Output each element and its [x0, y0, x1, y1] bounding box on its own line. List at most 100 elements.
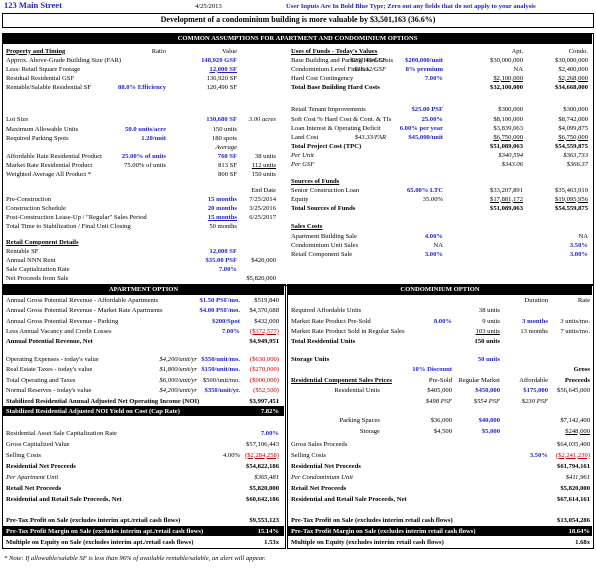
- cell-value: $3,997,451: [249, 397, 279, 405]
- row-label: Sales Costs: [291, 222, 323, 230]
- cell-value: $13,054,286: [557, 516, 590, 524]
- cell-value: 180 spots: [211, 134, 237, 142]
- cell-value: 813 SF: [218, 161, 237, 169]
- cell-value: $60,642,186: [246, 495, 279, 503]
- row-label: Selling Costs: [6, 451, 41, 459]
- cell-value: $54,559,875: [555, 142, 588, 150]
- cell-value: $201.45/GSF: [350, 56, 386, 64]
- cell-value: Average: [215, 143, 237, 151]
- row-label: Pre-Tax Profit on Sale (excludes interim…: [6, 516, 181, 524]
- cell-value: 6.00% per year: [399, 124, 443, 132]
- row-label: Storage: [359, 427, 380, 435]
- cell-value: $420,000: [251, 256, 276, 264]
- row-label: Annual Gross Potential Revenue - Parking: [6, 317, 119, 325]
- row-label: Multiple on Equity (excludes interim ret…: [291, 538, 444, 546]
- cell-value: 1.53x: [264, 538, 279, 546]
- row-label: Lot Size: [6, 115, 29, 123]
- cell-value: $9,553,123: [249, 516, 279, 524]
- row-label: Residential Net Proceeds: [6, 462, 76, 470]
- row-label: Rentable/Salable Residential SF: [6, 83, 91, 91]
- row-label: Total Base Building Hard Costs: [291, 83, 380, 91]
- row-label: Loan Interest & Operating Deficit: [291, 124, 381, 132]
- cell-value: $1,800/unit/yr: [159, 365, 197, 373]
- row-label: Less Annual Vacancy and Credit Losses: [6, 327, 112, 335]
- cell-value: $175,000: [523, 386, 548, 394]
- row-label: Operating Expenses - today's value: [6, 355, 99, 363]
- cell-value: 50 units: [477, 355, 500, 363]
- cell-value: 7.00%: [260, 429, 279, 437]
- cell-value: $54,559,875: [555, 204, 588, 212]
- row-label: Per Apartment Unit: [6, 473, 59, 481]
- row-label: Residual Residential GSF: [6, 74, 75, 82]
- cell-value: 18.64%: [568, 527, 590, 535]
- cell-value: Pre-Sold: [428, 376, 452, 384]
- row-label: Hard Cost Contingency: [291, 74, 354, 82]
- row-label: Per GSF: [291, 160, 315, 168]
- cell-value: $54,822,186: [246, 462, 279, 470]
- cell-value: $43.33/FAR: [354, 133, 386, 141]
- cell-value: 15 months: [207, 213, 237, 221]
- cell-value: $16.12/GSF: [353, 65, 386, 73]
- cell-value: $300,000: [563, 105, 588, 113]
- cell-value: $4,099,875: [558, 124, 588, 132]
- cell-value: 50.0 units/acre: [125, 125, 166, 133]
- cell-value: Apt.: [511, 47, 523, 55]
- cell-value: 103 units: [475, 327, 500, 335]
- cell-value: $3,839,063: [493, 124, 523, 132]
- cell-value: 7/25/2014: [249, 195, 276, 203]
- address: 123 Main Street: [4, 0, 62, 10]
- row-label: Net Proceeds from Sale: [6, 274, 69, 282]
- date: 4/25/2013: [195, 3, 222, 10]
- row-label: Residential Asset Sale Capitalization Ra…: [6, 429, 117, 437]
- cell-value: $5,820,000: [249, 484, 279, 492]
- cell-value: Duration: [524, 296, 548, 304]
- cell-value: 3.00 acres: [248, 115, 276, 123]
- cell-value: 7.00%: [218, 265, 237, 273]
- row-label: Senior Construction Loan: [291, 186, 360, 194]
- row-label: Retail Component Details: [6, 238, 79, 246]
- row-label: Post-Construction Lease-Up / "Regular" S…: [6, 213, 147, 221]
- cell-value: $8,742,000: [558, 115, 588, 123]
- cell-value: 4.00%: [424, 232, 443, 240]
- row-label: Residential and Retail Sale Proceeds, Ne…: [291, 495, 407, 503]
- cell-value: $67,614,161: [557, 495, 590, 503]
- row-label: Weighted Average All Product *: [6, 170, 92, 178]
- cell-value: ($900,000): [249, 376, 279, 384]
- row-label: Retail Net Proceeds: [291, 484, 347, 492]
- row-label: Market Rate Residential Product: [6, 161, 93, 169]
- cell-value: $6,750,000: [493, 133, 523, 141]
- cell-value: $64,035,400: [557, 440, 590, 448]
- row-label: Retail Tenant Improvements: [291, 105, 366, 113]
- cell-value: $40,000: [478, 416, 500, 424]
- cell-value: $366.37: [566, 160, 588, 168]
- cell-value: $2,400,000: [558, 65, 588, 73]
- cell-value: 9 units: [482, 317, 500, 325]
- cell-value: 12,000 SF: [209, 247, 237, 255]
- cell-value: $36,000: [430, 416, 452, 424]
- cell-value: $30,000,000: [490, 56, 523, 64]
- cell-value: 38 units: [254, 152, 276, 160]
- row-label: Uses of Funds - Today's Values: [291, 47, 378, 55]
- row-label: Annual Potential Revenue, Net: [6, 337, 93, 345]
- cell-value: $411,961: [565, 473, 590, 481]
- cell-value: Proceeds: [564, 376, 590, 384]
- row-label: Construction Schedule: [6, 204, 66, 212]
- row-label: Gross Sales Proceeds: [291, 440, 348, 448]
- row-label: Apartment Building Sale: [291, 232, 357, 240]
- cell-value: 15 months: [207, 195, 237, 203]
- cell-value: $32,100,000: [490, 83, 523, 91]
- cell-value: 130,680 SF: [206, 115, 237, 123]
- row-label: Per Unit: [291, 151, 314, 159]
- cell-value: 13 months: [520, 327, 548, 335]
- cell-value: $51,089,063: [490, 142, 523, 150]
- cell-value: 8% premium: [405, 65, 443, 73]
- cell-value: $248,000: [565, 427, 590, 435]
- cell-value: $19,095,956: [555, 195, 588, 203]
- cell-value: $5,820,000: [560, 484, 590, 492]
- cell-value: Affordable: [519, 376, 548, 384]
- cell-value: 148,920 GSF: [201, 56, 237, 64]
- cell-value: $200,000/unit: [405, 56, 443, 64]
- cell-value: Value: [221, 47, 237, 55]
- cell-value: $554 PSF: [473, 397, 500, 405]
- cell-value: 88.0% Efficiency: [118, 83, 166, 91]
